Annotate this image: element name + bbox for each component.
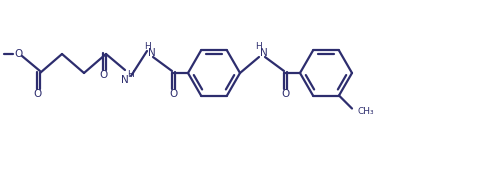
Text: N: N	[260, 48, 268, 58]
Text: O: O	[33, 89, 41, 99]
Text: H: H	[255, 41, 262, 50]
Text: H: H	[144, 41, 150, 50]
Text: N: N	[121, 75, 129, 85]
Text: H: H	[126, 70, 133, 79]
Text: O: O	[169, 89, 177, 99]
Text: CH₃: CH₃	[358, 107, 374, 116]
Text: O: O	[99, 70, 107, 80]
Text: O: O	[281, 89, 289, 99]
Text: N: N	[148, 48, 156, 58]
Text: O: O	[14, 49, 22, 59]
